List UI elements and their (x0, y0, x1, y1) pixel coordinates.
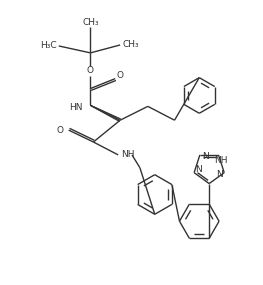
Text: CH₃: CH₃ (82, 18, 99, 27)
Text: O: O (57, 126, 64, 135)
Text: NH: NH (121, 150, 135, 159)
Text: N: N (216, 170, 223, 179)
Text: N: N (195, 165, 201, 174)
Text: HN: HN (69, 103, 83, 112)
Text: O: O (87, 66, 94, 75)
Text: N: N (203, 152, 209, 161)
Text: CH₃: CH₃ (122, 40, 139, 50)
Text: NH: NH (214, 156, 227, 165)
Text: H₃C: H₃C (40, 41, 57, 50)
Text: O: O (117, 71, 124, 80)
